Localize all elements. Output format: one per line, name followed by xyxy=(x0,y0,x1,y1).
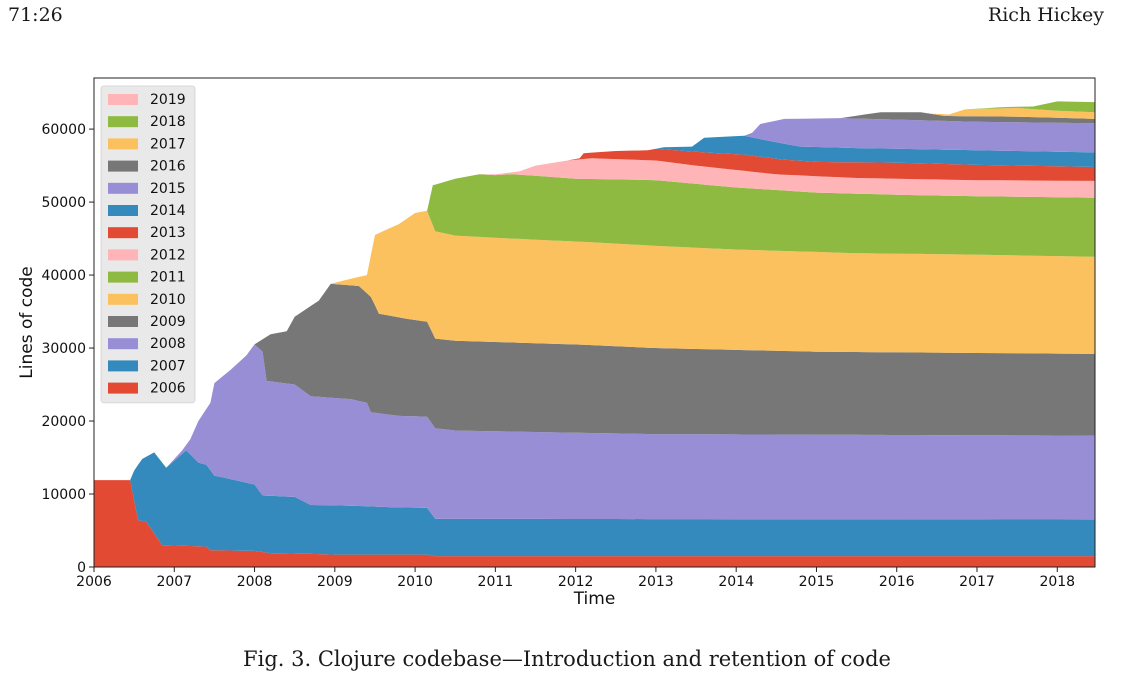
x-tick-label: 2012 xyxy=(558,574,594,590)
legend-swatch xyxy=(108,271,138,283)
y-tick-label: 50000 xyxy=(41,195,86,211)
legend-label: 2017 xyxy=(150,136,186,152)
legend-item-2007: 2007 xyxy=(108,358,186,374)
x-axis-ticks: 2006 2007 2008 2009 2010 2011 2012 2013 2014 2015… xyxy=(76,567,1075,590)
x-tick-label: 2007 xyxy=(156,574,192,590)
legend-swatch xyxy=(108,94,138,105)
area-layer-2008 xyxy=(94,344,1095,520)
legend-swatch xyxy=(108,293,138,305)
legend-label: 2019 xyxy=(150,92,186,108)
x-tick-label: 2011 xyxy=(478,574,514,590)
y-tick-label: 20000 xyxy=(41,414,86,430)
legend-label: 2008 xyxy=(150,336,186,352)
legend-swatch xyxy=(108,360,138,372)
x-tick-label: 2006 xyxy=(76,574,112,590)
legend-swatch xyxy=(108,160,138,172)
x-tick-label: 2017 xyxy=(959,574,995,590)
legend-item-2015: 2015 xyxy=(108,181,186,197)
legend-label: 2015 xyxy=(150,181,186,197)
y-tick-label: 10000 xyxy=(41,487,86,503)
area-layer-2010 xyxy=(94,210,1095,481)
legend-label: 2012 xyxy=(150,247,186,263)
y-tick-label: 30000 xyxy=(41,341,86,357)
x-axis-label: Time xyxy=(573,589,616,609)
legend-swatch xyxy=(108,116,138,128)
legend-item-2012: 2012 xyxy=(108,247,186,263)
y-axis-label: Lines of code xyxy=(17,266,37,378)
legend-item-2011: 2011 xyxy=(108,270,186,286)
legend-label: 2009 xyxy=(150,314,186,330)
legend-box xyxy=(100,85,196,404)
legend-swatch xyxy=(108,138,138,150)
x-tick-label: 2008 xyxy=(237,574,273,590)
legend-item-2018: 2018 xyxy=(108,114,186,130)
area-layer-2011 xyxy=(94,174,1095,481)
legend-swatch xyxy=(108,227,138,239)
x-tick-label: 2018 xyxy=(1039,574,1075,590)
legend-label: 2011 xyxy=(150,270,186,286)
legend: 2019 2018 2017 2016 2015 2014 2013 2012 2011 2010… xyxy=(100,85,196,404)
legend-label: 2007 xyxy=(150,358,186,374)
x-tick-label: 2014 xyxy=(718,574,754,590)
figure-caption: Fig. 3. Clojure codebase—Introduction an… xyxy=(243,647,891,671)
legend-label: 2016 xyxy=(150,159,186,175)
legend-item-2014: 2014 xyxy=(108,203,186,219)
legend-item-2013: 2013 xyxy=(108,225,186,241)
legend-label: 2018 xyxy=(150,114,186,130)
legend-label: 2013 xyxy=(150,225,186,241)
legend-item-2017: 2017 xyxy=(108,136,186,152)
legend-swatch xyxy=(108,205,138,216)
x-tick-label: 2009 xyxy=(317,574,353,590)
legend-label: 2006 xyxy=(150,381,186,397)
plot-frame xyxy=(93,77,1096,568)
legend-label: 2014 xyxy=(150,203,186,219)
x-tick-label: 2010 xyxy=(397,574,433,590)
legend-swatch xyxy=(108,249,138,261)
page-number: 71:26 xyxy=(8,4,63,26)
area-layer-2006 xyxy=(94,480,1095,567)
area-layer-2007 xyxy=(94,450,1095,557)
legend-item-2016: 2016 xyxy=(108,159,186,175)
stacked-area-chart: 2006 2007 2008 2009 2010 2011 2012 2013 2014 2015… xyxy=(17,77,1096,609)
y-tick-label: 0 xyxy=(77,560,86,576)
legend-item-2019: 2019 xyxy=(108,92,186,108)
x-tick-label: 2013 xyxy=(638,574,674,590)
running-header-author: Rich Hickey xyxy=(987,4,1104,26)
area-layers xyxy=(94,101,1095,567)
y-axis-ticks: 0 10000 20000 30000 40000 50000 60000 xyxy=(41,122,94,576)
legend-item-2009: 2009 xyxy=(108,314,186,330)
legend-swatch xyxy=(108,182,138,194)
x-tick-label: 2015 xyxy=(799,574,835,590)
legend-swatch xyxy=(108,382,138,394)
x-tick-label: 2016 xyxy=(879,574,915,590)
area-layer-2009 xyxy=(94,283,1095,481)
legend-item-2010: 2010 xyxy=(108,292,186,308)
legend-item-2008: 2008 xyxy=(108,336,186,352)
y-tick-label: 40000 xyxy=(41,268,86,284)
legend-swatch xyxy=(108,338,138,350)
area-layer-2012 xyxy=(94,158,1095,481)
legend-item-2006: 2006 xyxy=(108,381,186,397)
y-tick-label: 60000 xyxy=(41,122,86,138)
legend-swatch xyxy=(108,316,138,327)
legend-label: 2010 xyxy=(150,292,186,308)
